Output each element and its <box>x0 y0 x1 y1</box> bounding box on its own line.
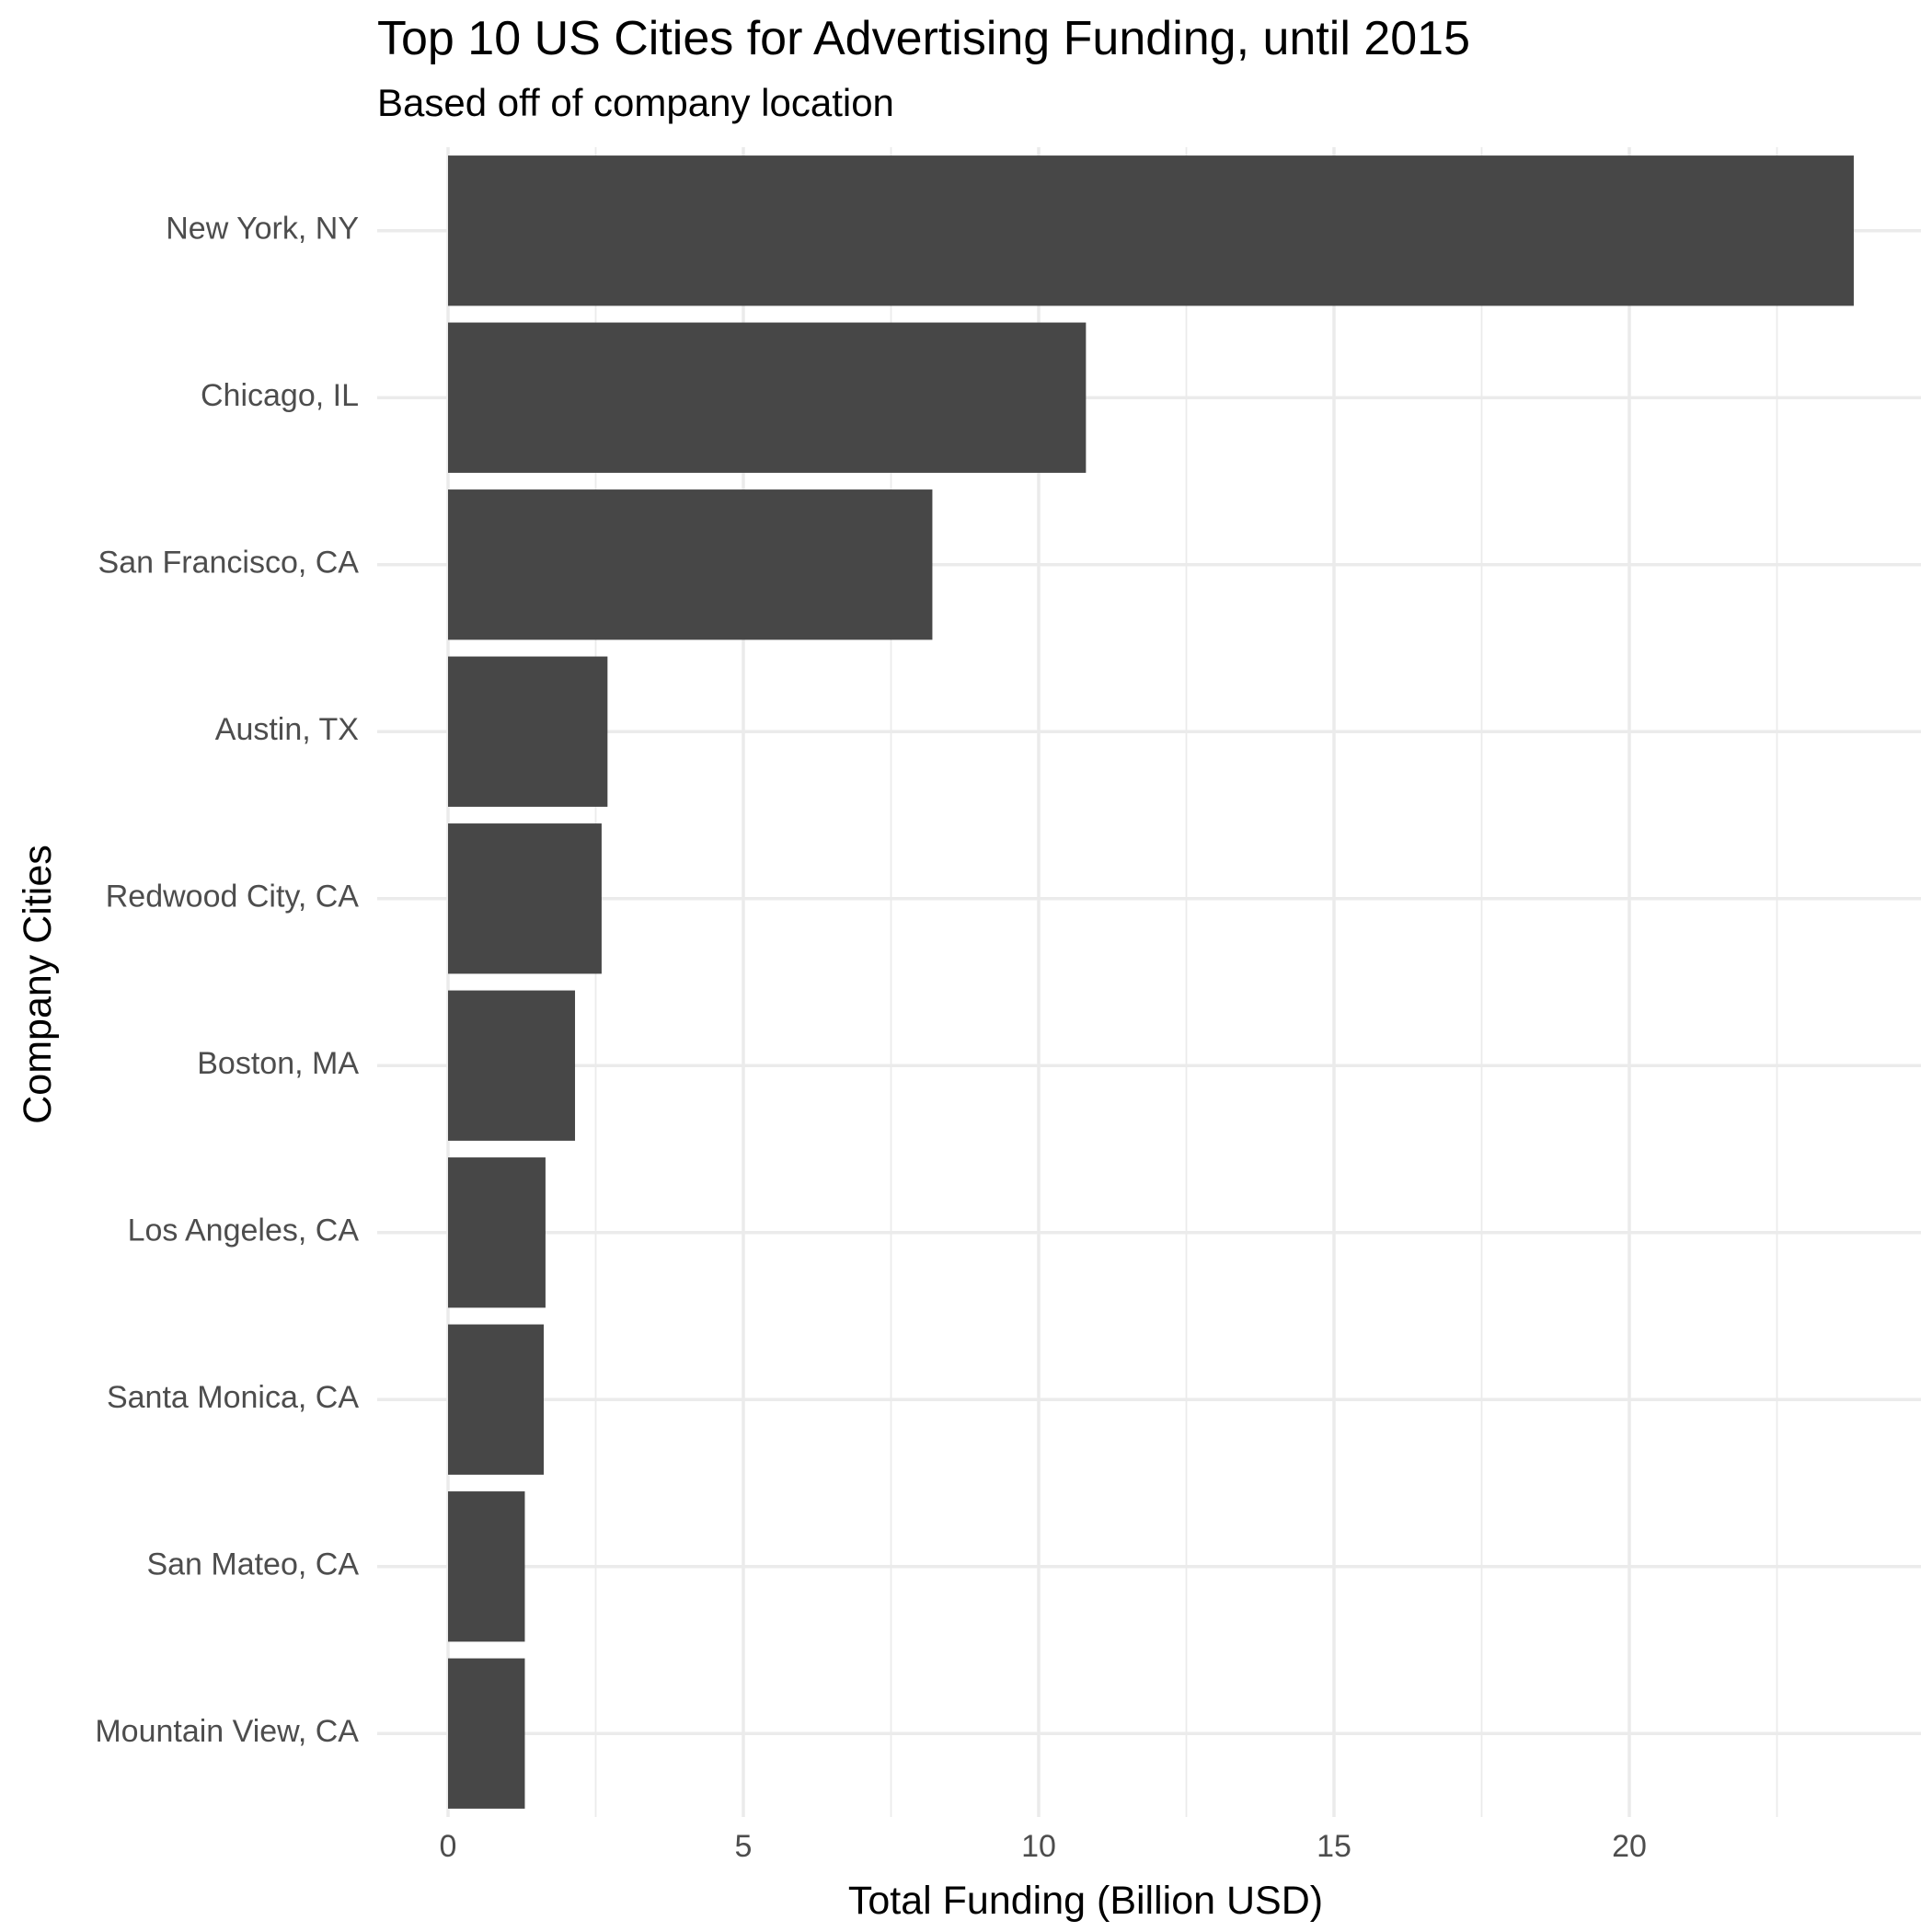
bar <box>448 1491 525 1642</box>
y-tick-label: New York, NY <box>166 212 359 247</box>
y-tick-label: San Mateo, CA <box>146 1547 359 1582</box>
y-tick-label: Boston, MA <box>197 1046 359 1081</box>
y-tick-label: Redwood City, CA <box>106 880 360 914</box>
x-axis-title: Total Funding (Billion USD) <box>848 1879 1323 1923</box>
x-tick-label: 15 <box>1317 1829 1351 1864</box>
y-tick-label: Chicago, IL <box>201 378 359 413</box>
x-tick-label: 10 <box>1021 1829 1056 1864</box>
bar <box>448 1157 546 1308</box>
bar <box>448 823 602 974</box>
x-tick-label: 5 <box>735 1829 753 1864</box>
bar <box>448 322 1087 473</box>
bar <box>448 990 576 1141</box>
y-tick-label: Mountain View, CA <box>95 1714 359 1749</box>
bars <box>448 155 1854 1809</box>
x-tick-label: 0 <box>440 1829 457 1864</box>
bar <box>448 656 608 807</box>
bar <box>448 155 1854 306</box>
y-axis-title: Company Cities <box>16 845 60 1124</box>
tick-labels: New York, NY Chicago, IL San Francisco, CA… <box>95 212 1647 1864</box>
y-tick-label: Los Angeles, CA <box>128 1213 360 1248</box>
bar <box>448 489 933 640</box>
bar <box>448 1658 525 1809</box>
y-tick-label: Austin, TX <box>215 712 359 747</box>
chart-title: Top 10 US Cities for Advertising Funding… <box>377 12 1471 65</box>
x-tick-label: 20 <box>1612 1829 1647 1864</box>
y-tick-label: San Francisco, CA <box>98 546 360 581</box>
y-tick-label: Santa Monica, CA <box>107 1380 359 1415</box>
chart-subtitle: Based off of company location <box>377 81 894 124</box>
bar <box>448 1324 545 1475</box>
